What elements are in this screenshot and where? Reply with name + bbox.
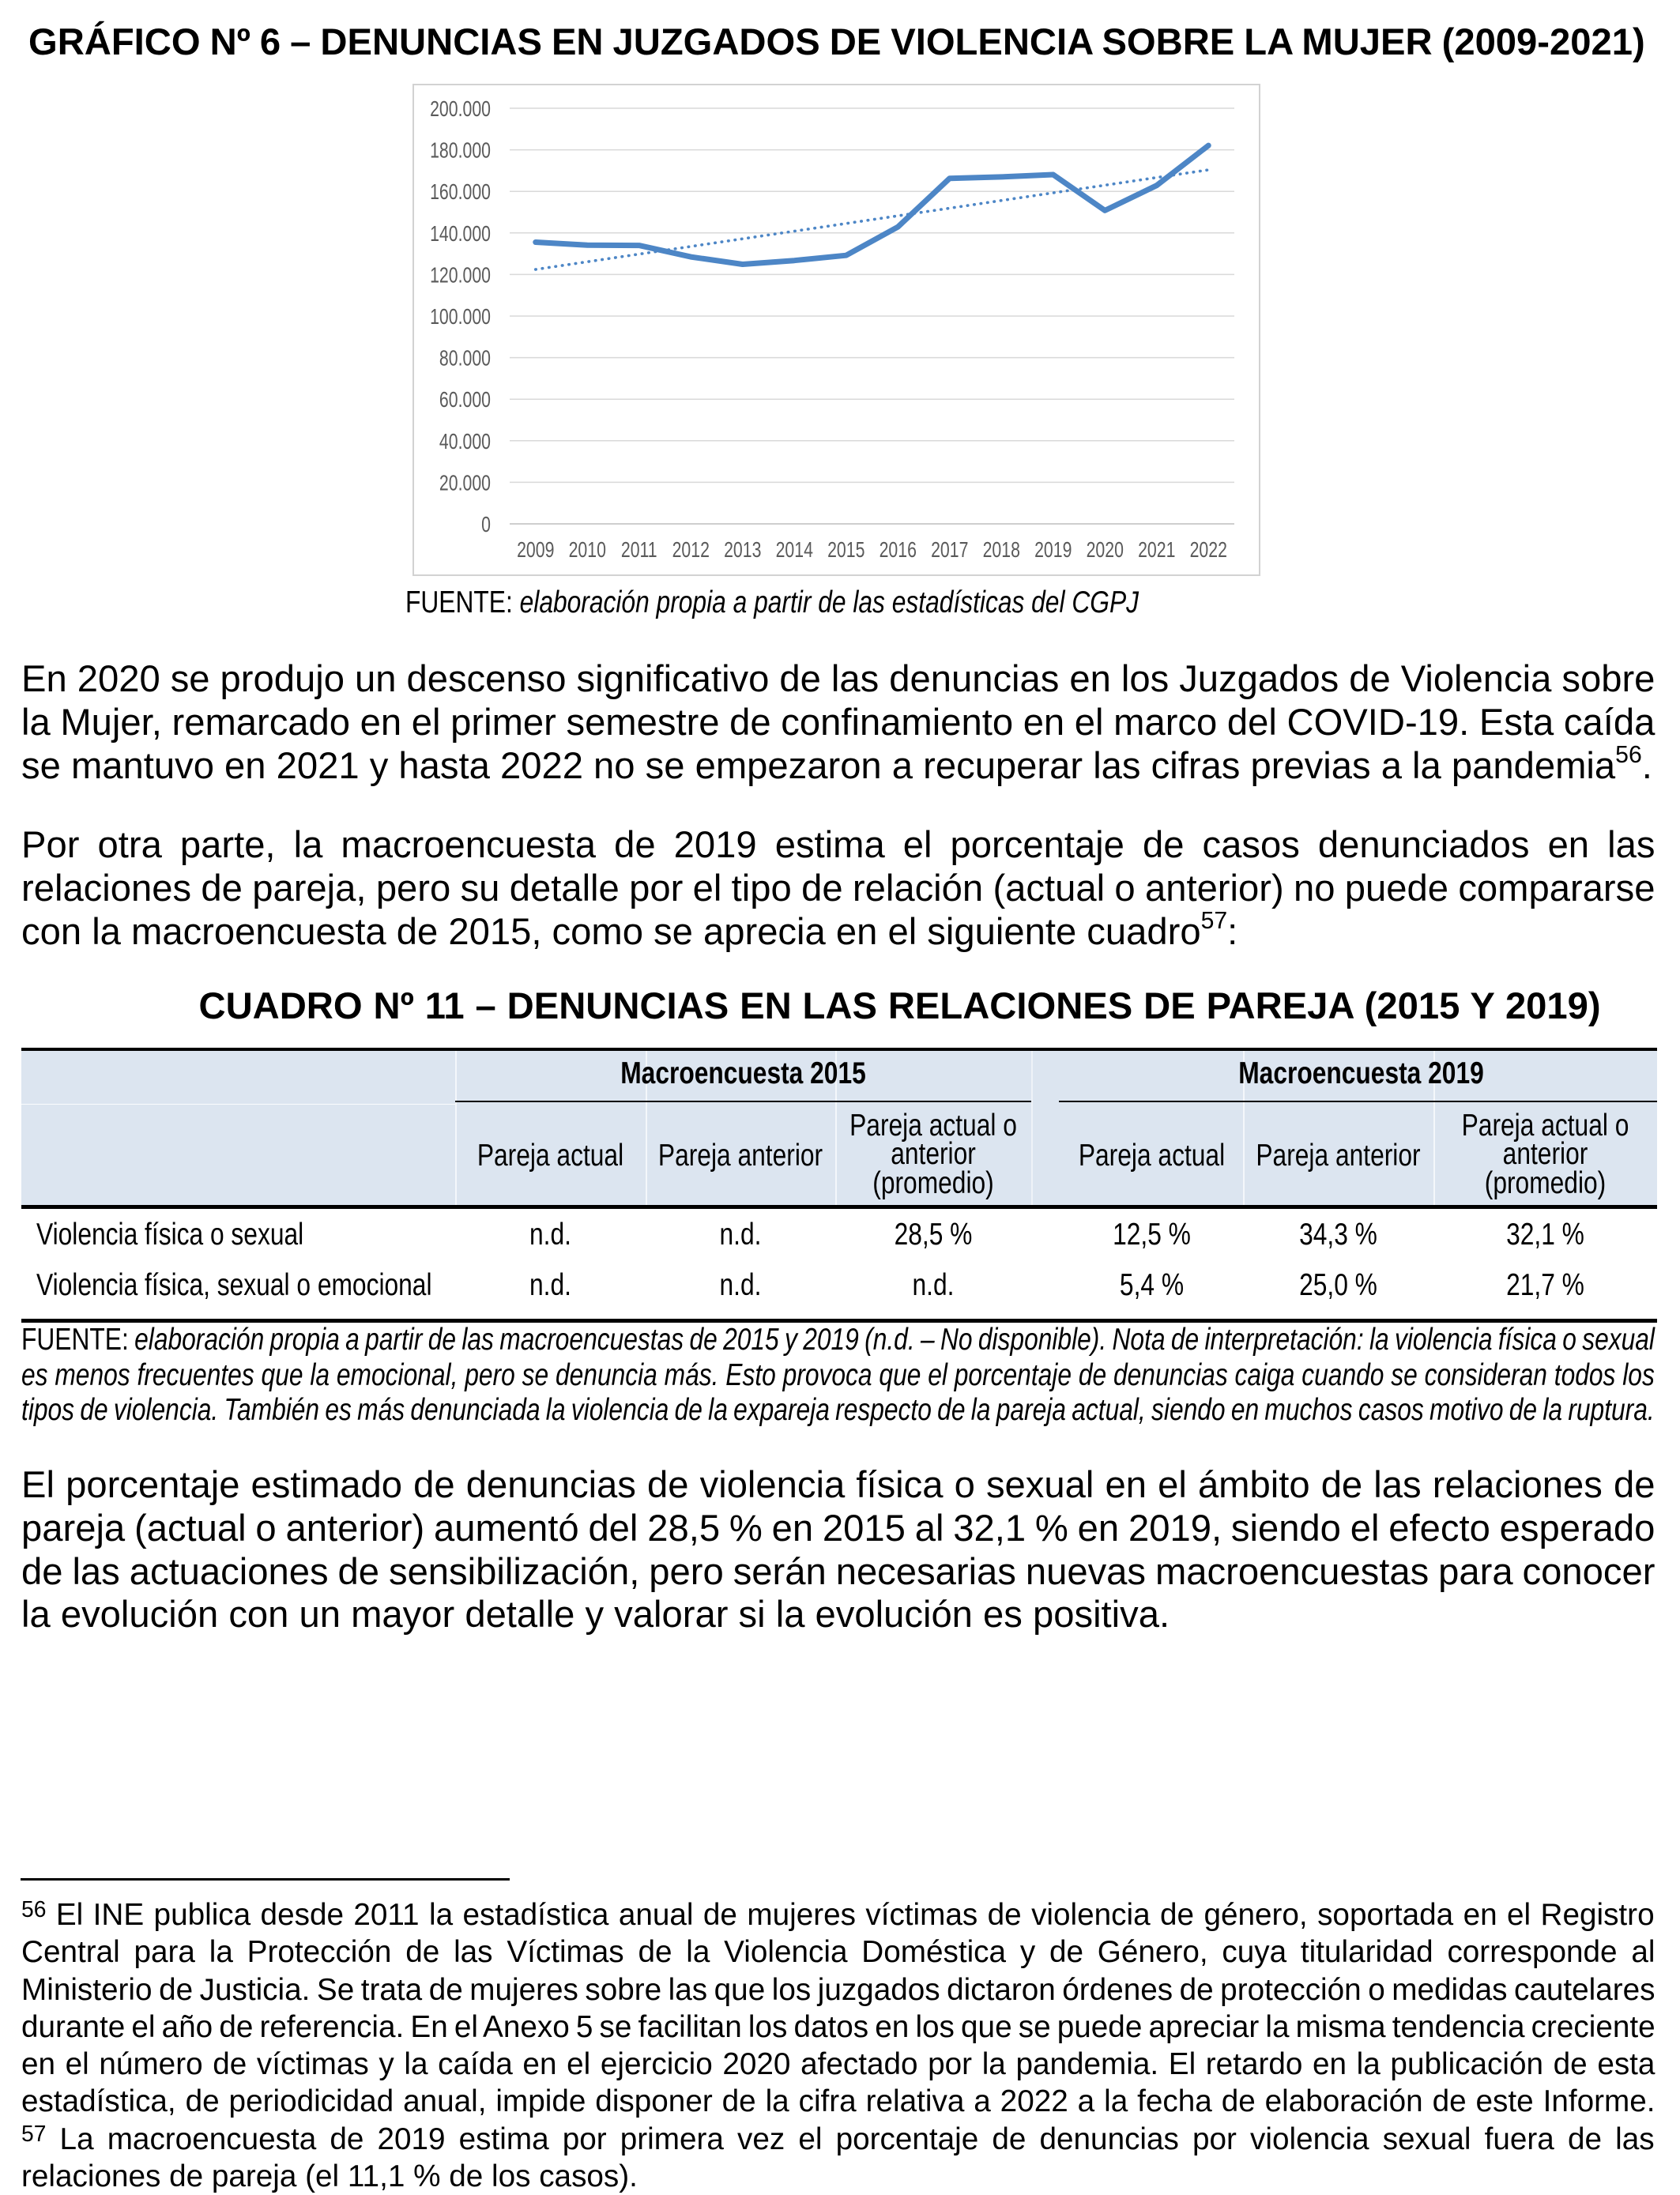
svg-text:120.000: 120.000 xyxy=(430,263,491,288)
svg-text:2013: 2013 xyxy=(724,537,761,563)
svg-text:100.000: 100.000 xyxy=(430,304,491,329)
svg-text:2020: 2020 xyxy=(1087,537,1124,563)
svg-text:80.000: 80.000 xyxy=(439,346,491,371)
svg-text:40.000: 40.000 xyxy=(439,429,491,454)
svg-text:2015: 2015 xyxy=(827,537,864,563)
svg-text:2016: 2016 xyxy=(880,537,917,563)
svg-text:0: 0 xyxy=(481,512,491,537)
svg-text:60.000: 60.000 xyxy=(439,387,491,412)
svg-text:180.000: 180.000 xyxy=(430,138,491,164)
svg-text:2017: 2017 xyxy=(931,537,968,563)
svg-text:2009: 2009 xyxy=(517,537,554,563)
svg-text:160.000: 160.000 xyxy=(430,179,491,205)
svg-text:200.000: 200.000 xyxy=(430,96,491,122)
svg-text:2012: 2012 xyxy=(672,537,710,563)
svg-text:2018: 2018 xyxy=(983,537,1020,563)
svg-text:2019: 2019 xyxy=(1034,537,1072,563)
svg-text:20.000: 20.000 xyxy=(439,471,491,496)
svg-text:2021: 2021 xyxy=(1138,537,1175,563)
svg-text:2022: 2022 xyxy=(1190,537,1227,563)
svg-text:140.000: 140.000 xyxy=(430,221,491,247)
svg-text:2011: 2011 xyxy=(621,537,657,563)
svg-text:2014: 2014 xyxy=(776,537,813,563)
svg-text:2010: 2010 xyxy=(569,537,606,563)
